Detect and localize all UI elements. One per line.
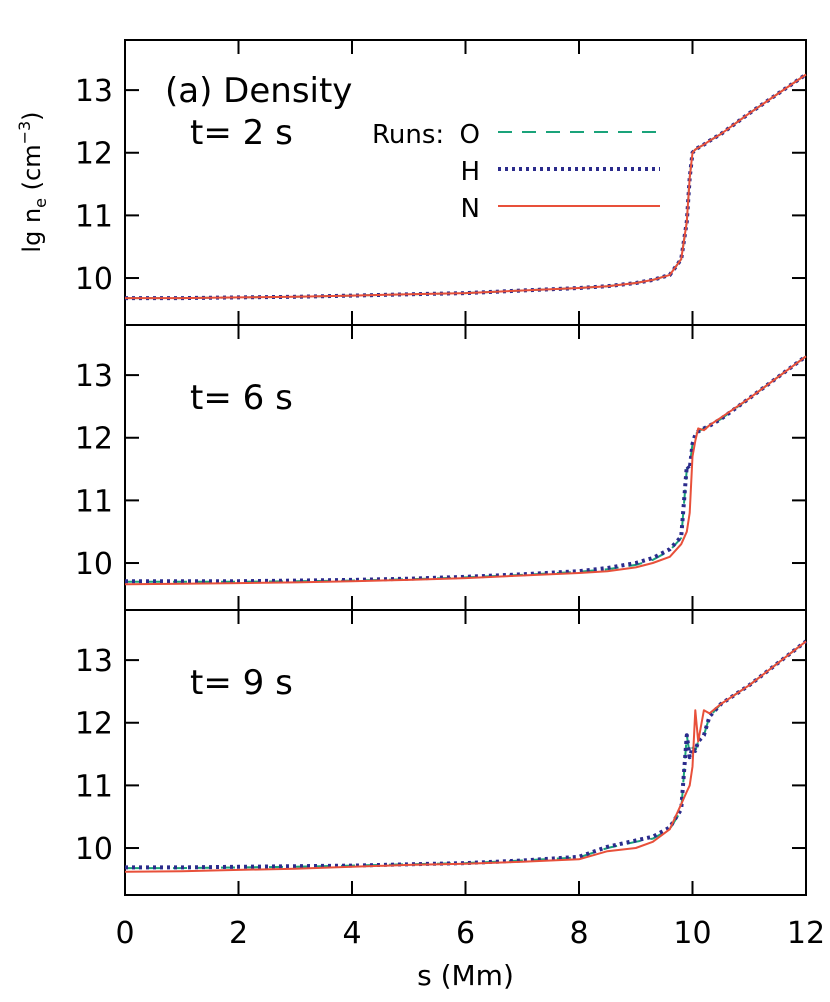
series-line xyxy=(125,73,807,300)
x-tick-label: 10 xyxy=(673,916,711,951)
y-tick-label: 10 xyxy=(75,547,113,582)
panel-title: t= 6 s xyxy=(190,378,293,418)
y-tick-label: 11 xyxy=(75,484,113,519)
y-tick-label: 10 xyxy=(75,832,113,867)
legend-title: Runs: xyxy=(372,120,444,150)
x-tick-label: 0 xyxy=(115,916,134,951)
series-line xyxy=(124,355,807,586)
plot-frame xyxy=(124,609,807,896)
panel-title: t= 2 s xyxy=(190,113,293,153)
plot-frame xyxy=(124,324,807,611)
y-axis-label-part: −3 xyxy=(15,121,34,145)
x-tick-label: 12 xyxy=(787,916,825,951)
x-tick-label: 4 xyxy=(342,916,361,951)
y-tick-label: 13 xyxy=(75,74,113,109)
legend-label: H xyxy=(460,157,480,187)
y-axis-label-part: ) xyxy=(18,111,46,120)
y-axis-label: lg ne (cm−3) xyxy=(15,111,50,252)
panel-title: t= 9 s xyxy=(190,663,293,703)
x-tick-label: 6 xyxy=(456,916,475,951)
y-axis-label-part: e xyxy=(31,198,50,208)
y-tick-label: 13 xyxy=(75,644,113,679)
y-tick-label: 10 xyxy=(75,262,113,297)
y-tick-label: 13 xyxy=(75,359,113,394)
legend-label: O xyxy=(460,120,480,150)
y-axis-label-part: lg n xyxy=(18,208,46,253)
y-tick-label: 11 xyxy=(75,769,113,804)
x-tick-label: 8 xyxy=(569,916,588,951)
y-axis-label-part: (cm xyxy=(18,144,46,198)
y-tick-label: 12 xyxy=(75,137,113,172)
legend-label: N xyxy=(461,194,480,224)
y-tick-label: 12 xyxy=(75,422,113,457)
series-line xyxy=(125,354,808,584)
y-tick-label: 11 xyxy=(75,199,113,234)
annotation: (a) Density xyxy=(165,71,352,111)
y-tick-label: 12 xyxy=(75,707,113,742)
x-tick-label: 2 xyxy=(229,916,248,951)
series-line xyxy=(125,639,808,870)
x-axis-label: s (Mm) xyxy=(417,959,514,992)
series-line xyxy=(124,640,807,873)
